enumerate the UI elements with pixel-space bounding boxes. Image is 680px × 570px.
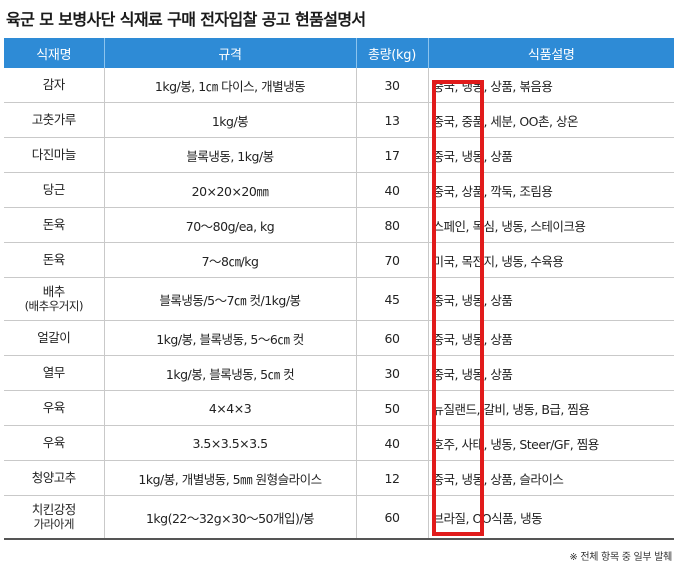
header-spec: 규격 xyxy=(104,38,357,68)
cell-quantity: 60 xyxy=(356,320,429,356)
cell-item-name: 돈육 xyxy=(4,207,105,243)
cell-spec: 1kg(22～32g×30～50개입)/봉 xyxy=(104,495,357,540)
cell-spec: 블록냉동, 1kg/봉 xyxy=(104,137,357,173)
cell-description: 중국, 냉동, 상품 xyxy=(428,277,674,321)
page-title: 육군 모 보병사단 식재료 구매 전자입찰 공고 현품설명서 xyxy=(6,10,366,29)
cell-item-name: 감자 xyxy=(4,68,105,103)
table-row: 배추 (배추우거지) 블록냉동/5～7㎝ 컷/1kg/봉 45 중국, 냉동, 상품 xyxy=(4,277,674,321)
item-name-subtext: (배추우거지) xyxy=(24,298,84,313)
cell-quantity: 80 xyxy=(356,207,429,243)
item-name-text: 치킨강정 xyxy=(31,502,77,518)
cell-item-name: 고춧가루 xyxy=(4,102,105,138)
cell-spec: 3.5×3.5×3.5 xyxy=(104,425,357,461)
cell-spec: 4×4×3 xyxy=(104,390,357,426)
cell-spec: 20×20×20㎜ xyxy=(104,172,357,208)
cell-spec: 1kg/봉, 개별냉동, 5㎜ 원형슬라이스 xyxy=(104,460,357,496)
cell-quantity: 50 xyxy=(356,390,429,426)
cell-item-name: 당근 xyxy=(4,172,105,208)
cell-quantity: 70 xyxy=(356,242,429,278)
item-name-text: 배추 xyxy=(42,284,66,300)
cell-quantity: 40 xyxy=(356,425,429,461)
item-name-text: 다진마늘 xyxy=(31,146,77,162)
table-row: 우육 4×4×3 50 뉴질랜드, 갈비, 냉동, B급, 찜용 xyxy=(4,390,674,426)
item-name-text: 감자 xyxy=(42,76,66,92)
cell-spec: 70～80g/ea, kg xyxy=(104,207,357,243)
procurement-table: 식재명 규격 총량(kg) 식품설명 감자 1kg/봉, 1㎝ 다이스, 개별냉동… xyxy=(4,38,674,540)
item-name-text: 돈육 xyxy=(42,216,66,232)
table-row: 다진마늘 블록냉동, 1kg/봉 17 중국, 냉동, 상품 xyxy=(4,137,674,173)
cell-spec: 1kg/봉 xyxy=(104,102,357,138)
cell-description: 중국, 냉동, 상품 xyxy=(428,320,674,356)
item-name-text: 우육 xyxy=(42,399,66,415)
cell-item-name: 얼갈이 xyxy=(4,320,105,356)
cell-description: 중국, 중품, 세분, OO촌, 상온 xyxy=(428,102,674,138)
cell-quantity: 60 xyxy=(356,495,429,540)
cell-quantity: 13 xyxy=(356,102,429,138)
footnote: ※ 전체 항목 중 일부 발췌 xyxy=(569,552,672,563)
cell-description: 중국, 냉동, 상품, 슬라이스 xyxy=(428,460,674,496)
table-row: 고춧가루 1kg/봉 13 중국, 중품, 세분, OO촌, 상온 xyxy=(4,102,674,138)
table-row: 우육 3.5×3.5×3.5 40 호주, 사태, 냉동, Steer/GF, 찜용 xyxy=(4,425,674,461)
header-quantity: 총량(kg) xyxy=(356,38,429,68)
cell-spec: 1kg/봉, 1㎝ 다이스, 개별냉동 xyxy=(104,68,357,103)
cell-description: 스페인, 목심, 냉동, 스테이크용 xyxy=(428,207,674,243)
cell-item-name: 다진마늘 xyxy=(4,137,105,173)
item-name-text: 돈육 xyxy=(42,251,66,267)
item-name-text: 얼갈이 xyxy=(37,329,71,345)
cell-item-name: 돈육 xyxy=(4,242,105,278)
cell-description: 중국, 냉동, 상품, 볶음용 xyxy=(428,68,674,103)
cell-description: 뉴질랜드, 갈비, 냉동, B급, 찜용 xyxy=(428,390,674,426)
table-row: 청양고추 1kg/봉, 개별냉동, 5㎜ 원형슬라이스 12 중국, 냉동, 상품, … xyxy=(4,460,674,496)
table-row: 얼갈이 1kg/봉, 블록냉동, 5～6㎝ 컷 60 중국, 냉동, 상품 xyxy=(4,320,674,356)
table-row: 치킨강정 가라아게 1kg(22～32g×30～50개입)/봉 60 브라질, OO식품… xyxy=(4,495,674,540)
cell-description: 중국, 냉동, 상품 xyxy=(428,355,674,391)
cell-spec: 블록냉동/5～7㎝ 컷/1kg/봉 xyxy=(104,277,357,321)
table-row: 감자 1kg/봉, 1㎝ 다이스, 개별냉동 30 중국, 냉동, 상품, 볶음용 xyxy=(4,68,674,103)
cell-description: 호주, 사태, 냉동, Steer/GF, 찜용 xyxy=(428,425,674,461)
item-name-text: 열무 xyxy=(42,364,66,380)
item-name-text: 우육 xyxy=(42,434,66,450)
cell-quantity: 45 xyxy=(356,277,429,321)
cell-spec: 7～8㎝/kg xyxy=(104,242,357,278)
cell-quantity: 40 xyxy=(356,172,429,208)
cell-spec: 1kg/봉, 블록냉동, 5㎝ 컷 xyxy=(104,355,357,391)
table-row: 돈육 70～80g/ea, kg 80 스페인, 목심, 냉동, 스테이크용 xyxy=(4,207,674,243)
cell-spec: 1kg/봉, 블록냉동, 5～6㎝ 컷 xyxy=(104,320,357,356)
header-description: 식품설명 xyxy=(428,38,674,68)
cell-item-name: 청양고추 xyxy=(4,460,105,496)
cell-quantity: 17 xyxy=(356,137,429,173)
item-name-subtext: 가라아게 xyxy=(33,516,75,531)
table-row: 열무 1kg/봉, 블록냉동, 5㎝ 컷 30 중국, 냉동, 상품 xyxy=(4,355,674,391)
header-item-name: 식재명 xyxy=(4,38,105,68)
cell-quantity: 30 xyxy=(356,68,429,103)
cell-item-name: 치킨강정 가라아게 xyxy=(4,495,105,540)
cell-item-name: 우육 xyxy=(4,390,105,426)
item-name-text: 고춧가루 xyxy=(31,111,77,127)
cell-quantity: 30 xyxy=(356,355,429,391)
cell-description: 중국, 상품, 깍둑, 조림용 xyxy=(428,172,674,208)
cell-description: 미국, 목전지, 냉동, 수육용 xyxy=(428,242,674,278)
table-row: 돈육 7～8㎝/kg 70 미국, 목전지, 냉동, 수육용 xyxy=(4,242,674,278)
table-row: 당근 20×20×20㎜ 40 중국, 상품, 깍둑, 조림용 xyxy=(4,172,674,208)
item-name-text: 청양고추 xyxy=(31,469,77,485)
cell-description: 브라질, OO식품, 냉동 xyxy=(428,495,674,540)
cell-item-name: 배추 (배추우거지) xyxy=(4,277,105,321)
table-header-row: 식재명 규격 총량(kg) 식품설명 xyxy=(4,38,674,68)
cell-item-name: 열무 xyxy=(4,355,105,391)
cell-description: 중국, 냉동, 상품 xyxy=(428,137,674,173)
item-name-text: 당근 xyxy=(42,181,66,197)
cell-quantity: 12 xyxy=(356,460,429,496)
cell-item-name: 우육 xyxy=(4,425,105,461)
